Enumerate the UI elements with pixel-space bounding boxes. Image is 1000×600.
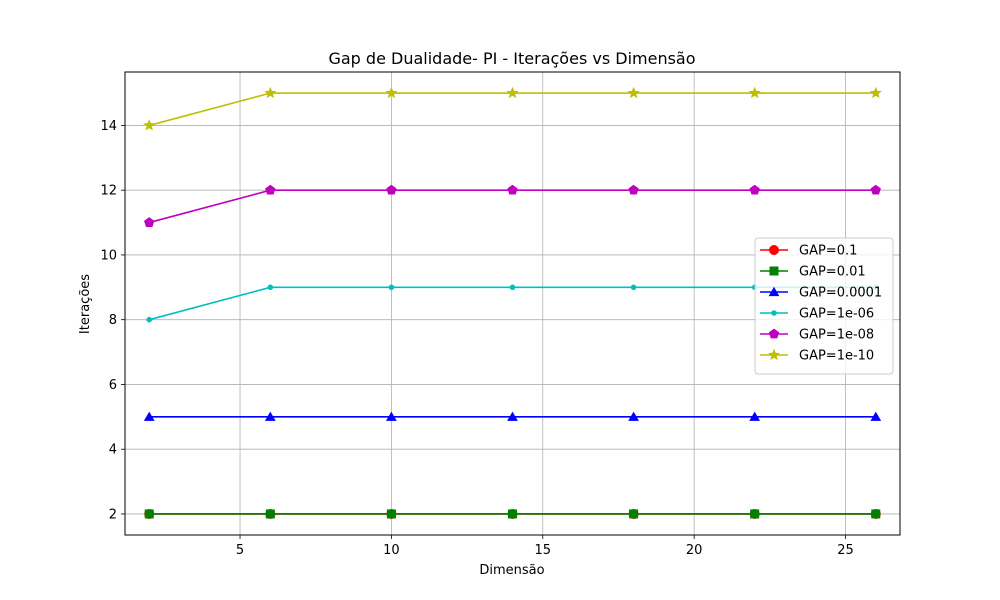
data-point <box>386 411 397 421</box>
data-point <box>628 184 639 195</box>
y-tick-label: 14 <box>100 119 117 134</box>
x-tick-label: 25 <box>837 543 854 558</box>
series-GAP=1e-08 <box>144 184 881 227</box>
legend-marker <box>769 245 779 255</box>
legend-item: GAP=1e-06 <box>760 307 874 322</box>
data-point <box>509 284 516 291</box>
data-point <box>146 316 153 323</box>
legend-label: GAP=0.0001 <box>799 286 882 301</box>
legend-marker <box>768 328 780 339</box>
legend-label: GAP=1e-06 <box>799 307 874 322</box>
x-tick-label: 15 <box>535 543 552 558</box>
series-GAP=1e-10 <box>143 86 882 131</box>
data-point <box>144 509 154 519</box>
series-GAP=0.0001 <box>143 411 882 421</box>
series-GAP=0.01 <box>144 509 881 519</box>
data-point <box>143 119 156 131</box>
legend-box <box>754 237 894 375</box>
legend-marker <box>769 266 779 276</box>
x-tick-label: 20 <box>686 543 703 558</box>
data-point <box>628 411 639 421</box>
data-point <box>144 217 155 227</box>
data-point <box>264 86 277 99</box>
data-point <box>388 284 395 291</box>
y-tick-label: 6 <box>109 378 117 393</box>
data-point <box>871 509 881 519</box>
data-point <box>629 509 639 519</box>
data-point <box>265 184 276 195</box>
data-point <box>749 411 761 421</box>
data-point <box>508 509 517 519</box>
legend-label: GAP=1e-08 <box>799 328 874 343</box>
data-point <box>507 184 518 195</box>
chart-title: Gap de Dualidade- PI - Iterações vs Dime… <box>328 49 695 68</box>
data-point <box>627 86 640 99</box>
data-point <box>749 184 760 195</box>
data-point <box>870 411 882 421</box>
x-tick-label: 10 <box>383 543 400 558</box>
y-axis-label: Iterações <box>78 274 93 334</box>
data-point <box>870 184 881 195</box>
legend-marker <box>768 286 780 297</box>
y-tick-label: 8 <box>109 313 117 328</box>
data-point <box>630 284 637 291</box>
data-point <box>750 509 760 519</box>
legend-label: GAP=1e-10 <box>799 349 874 364</box>
x-tick-label: 5 <box>236 543 244 558</box>
data-point <box>507 411 518 421</box>
series-layer <box>143 86 882 519</box>
legend-label: GAP=0.1 <box>799 244 857 259</box>
legend-item: GAP=1e-10 <box>760 349 874 364</box>
series-line <box>149 189 876 224</box>
data-point <box>143 411 155 421</box>
legend: GAP=0.1 GAP=0.01 GAP=0.0001 GAP=1e-06 GAP=1e… <box>754 237 894 375</box>
y-tick-label: 2 <box>109 507 117 522</box>
x-axis-label: Dimensão <box>479 563 544 578</box>
axis-ticks: 5 10 15 20 25 2 4 6 8 10 12 14 <box>100 119 853 558</box>
legend-item: GAP=1e-08 <box>760 328 874 343</box>
legend-label: GAP=0.01 <box>799 265 866 280</box>
y-tick-label: 4 <box>109 443 117 458</box>
data-point <box>506 86 519 99</box>
data-point <box>265 509 275 519</box>
legend-item: GAP=0.01 <box>760 265 866 280</box>
data-point <box>385 86 398 99</box>
series-line <box>149 92 876 127</box>
legend-marker <box>771 310 777 316</box>
legend-item: GAP=0.1 <box>760 244 857 259</box>
y-tick-label: 12 <box>100 184 117 199</box>
data-point <box>748 86 761 99</box>
data-point <box>386 509 396 519</box>
legend-item: GAP=0.0001 <box>760 286 882 301</box>
data-point <box>869 86 882 99</box>
data-point <box>264 411 276 421</box>
legend-marker <box>767 348 781 361</box>
data-point <box>386 184 397 195</box>
plot-frame <box>124 71 901 536</box>
y-tick-label: 10 <box>100 248 117 263</box>
data-point <box>267 284 274 291</box>
